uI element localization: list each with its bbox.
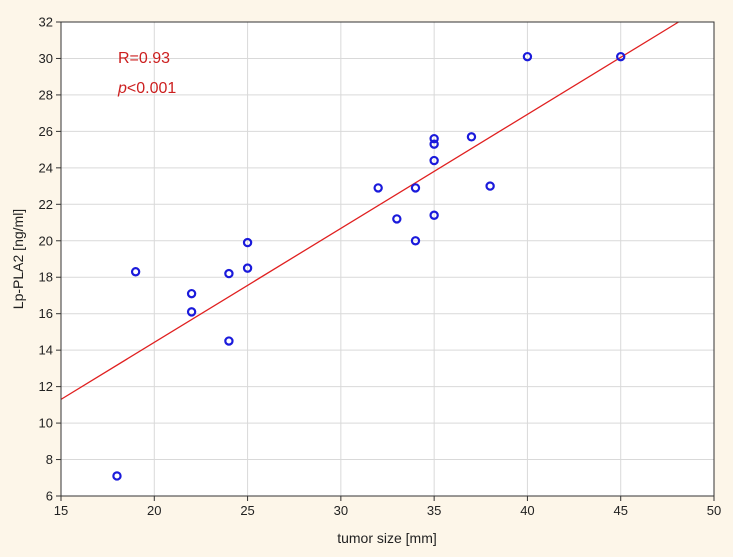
data-point xyxy=(242,263,253,273)
data-point xyxy=(616,51,626,62)
data-point xyxy=(186,288,197,299)
x-tick-label: 35 xyxy=(427,503,441,518)
data-point xyxy=(186,307,197,317)
y-axis-label: Lp-PLA2 [ng/ml] xyxy=(10,209,26,309)
data-point xyxy=(410,236,421,246)
data-point xyxy=(466,132,477,142)
y-tick-label: 16 xyxy=(39,306,53,321)
data-point xyxy=(485,181,495,191)
data-point xyxy=(429,139,439,149)
x-tick-label: 45 xyxy=(613,503,627,518)
x-tick-label: 30 xyxy=(334,503,348,518)
y-tick-label: 12 xyxy=(39,379,53,394)
y-tick-label: 30 xyxy=(39,51,53,66)
data-point xyxy=(410,183,421,193)
data-point xyxy=(373,183,383,193)
data-point xyxy=(429,155,439,166)
y-tick-label: 24 xyxy=(39,160,53,175)
plot-frame xyxy=(60,21,715,497)
y-tick-label: 26 xyxy=(39,124,53,139)
data-point xyxy=(392,214,402,224)
data-point xyxy=(522,51,533,62)
data-point xyxy=(224,268,234,279)
y-tick-label: 32 xyxy=(39,15,53,30)
y-axis-ticks: 6 8 10 12 14 16 18 20 22 24 26 28 30 32 xyxy=(39,15,61,504)
y-tick-label: 28 xyxy=(39,87,53,102)
data-point xyxy=(429,210,439,220)
data-point xyxy=(429,133,439,144)
y-tick-label: 14 xyxy=(39,343,53,358)
y-tick-label: 6 xyxy=(46,489,53,504)
data-point xyxy=(242,237,253,248)
y-tick-label: 20 xyxy=(39,233,53,248)
plot-area xyxy=(61,22,714,496)
y-tick-label: 18 xyxy=(39,270,53,285)
data-point xyxy=(112,471,122,481)
x-tick-label: 25 xyxy=(240,503,254,518)
correlation-r: R=0.93 xyxy=(118,50,170,67)
y-tick-label: 8 xyxy=(46,452,53,467)
x-axis-ticks: 15 20 25 30 35 40 45 50 xyxy=(54,496,721,518)
y-tick-label: 10 xyxy=(39,416,53,431)
x-tick-label: 20 xyxy=(147,503,161,518)
data-point xyxy=(130,267,141,277)
x-tick-label: 15 xyxy=(54,503,68,518)
grid xyxy=(61,22,714,496)
p-value: p<0.001 xyxy=(117,80,176,97)
y-tick-label: 22 xyxy=(39,197,53,212)
x-axis-label: tumor size [mm] xyxy=(337,530,437,546)
data-points xyxy=(112,51,626,481)
x-tick-label: 40 xyxy=(520,503,534,518)
x-tick-label: 50 xyxy=(707,503,721,518)
data-point xyxy=(224,336,234,346)
regression-line xyxy=(60,21,679,400)
